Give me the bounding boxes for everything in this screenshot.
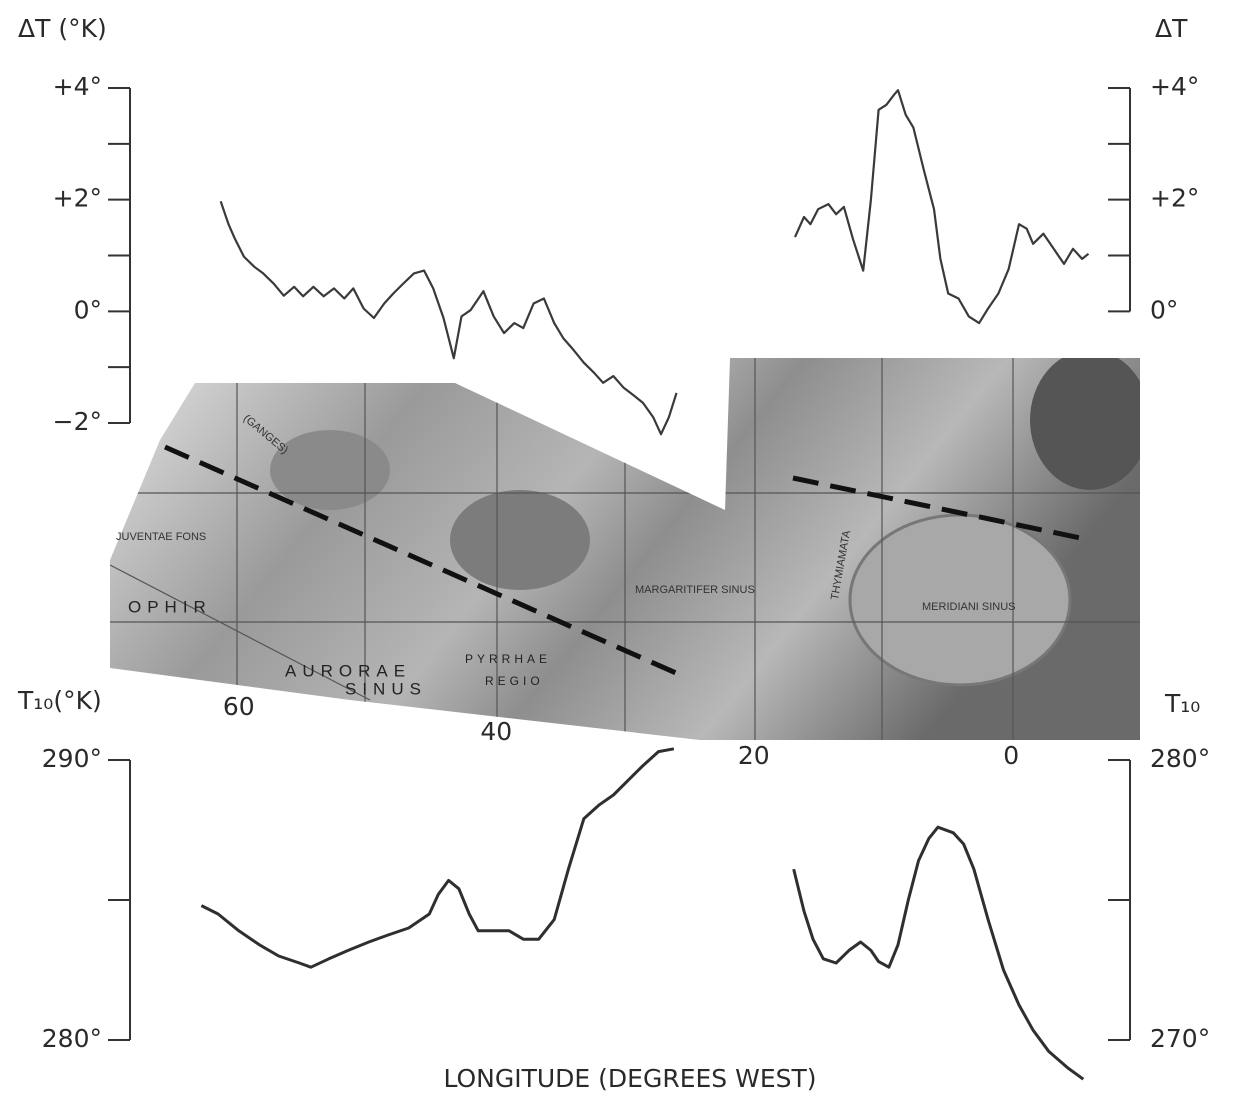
y-tick-label: +4° — [1150, 72, 1199, 101]
y-axis-title: T₁₀(°K) — [17, 686, 102, 715]
y-tick-label: +2° — [53, 184, 102, 213]
y-tick-label: 0° — [1150, 295, 1178, 324]
x-tick-label: 20 — [738, 741, 770, 770]
y-tick-label: 280° — [1150, 744, 1210, 773]
terrain — [1030, 350, 1150, 490]
map-label: PYRRHAE — [465, 652, 551, 666]
y-tick-label: +4° — [53, 72, 102, 101]
terrain — [270, 430, 390, 510]
y-tick-label: 270° — [1150, 1024, 1210, 1053]
x-tick-label: 0 — [1003, 741, 1019, 770]
map-label: AURORAE — [285, 661, 411, 680]
x-axis-title: LONGITUDE (DEGREES WEST) — [443, 1064, 816, 1093]
map-label: JUVENTAE FONS — [116, 531, 206, 543]
data-line — [795, 90, 1089, 323]
figure: (GANGES) JUVENTAE FONS OPHIR AURORAE SIN… — [0, 0, 1233, 1097]
map-label: MERIDIANI SINUS — [922, 601, 1016, 613]
map-mosaic: (GANGES) JUVENTAE FONS OPHIR AURORAE SIN… — [100, 350, 1150, 750]
x-tick-label: 60 — [223, 692, 255, 721]
map-label: REGIO — [485, 674, 544, 688]
map-label: SINUS — [345, 679, 427, 698]
data-line — [794, 827, 1084, 1079]
terrain — [450, 490, 590, 590]
y-tick-label: 0° — [74, 295, 102, 324]
x-tick-label: 40 — [480, 717, 512, 746]
y-tick-label: 280° — [42, 1024, 102, 1053]
y-tick-label: 290° — [42, 744, 102, 773]
map-label: OPHIR — [128, 597, 212, 616]
y-tick-label: +2° — [1150, 184, 1199, 213]
y-axis-title: ΔT (°K) — [18, 14, 107, 43]
y-tick-label: −2° — [53, 407, 102, 436]
data-line — [201, 749, 674, 967]
y2-axis-title: T₁₀ — [1164, 689, 1200, 718]
map-label: MARGARITIFER SINUS — [635, 584, 755, 596]
y2-axis-title: ΔT — [1155, 14, 1188, 43]
